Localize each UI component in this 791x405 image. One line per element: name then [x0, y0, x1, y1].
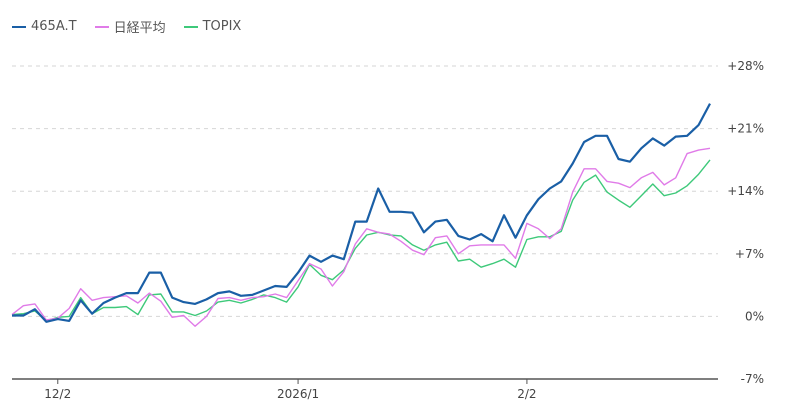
y-tick-label: 0% [745, 309, 764, 323]
x-axis: 12/2 2026/1 2/2 [44, 379, 537, 401]
legend-label-topix: TOPIX [202, 19, 242, 34]
grid-lines [12, 65, 718, 380]
y-axis: +28% +21% +14% +7% 0% -7% [727, 59, 764, 386]
x-tick-label: 2/2 [517, 387, 536, 401]
legend-item-topix[interactable]: TOPIX [183, 17, 242, 36]
legend-item-465a[interactable]: 465A.T [12, 17, 77, 36]
series-line-nikkei [11, 147, 711, 327]
series-line-465a [12, 103, 711, 323]
y-tick-label: +14% [727, 184, 764, 198]
y-tick-label: +7% [735, 247, 764, 261]
y-tick-label: +21% [727, 122, 764, 136]
y-tick-label: -7% [741, 372, 764, 386]
legend-swatch-nikkei [94, 25, 109, 28]
legend-label-nikkei: 日経平均 [113, 21, 166, 36]
series-line-topix [11, 159, 711, 322]
legend-item-nikkei[interactable]: 日経平均 [94, 17, 166, 36]
chart-legend: 465A.T 日経平均 TOPIX [12, 17, 241, 36]
series-lines [11, 103, 711, 327]
x-tick-label: 2026/1 [277, 387, 319, 401]
y-tick-label: +28% [727, 59, 764, 73]
legend-label-465a: 465A.T [31, 19, 77, 34]
legend-swatch-topix [183, 25, 198, 28]
legend-swatch-465a [12, 25, 26, 28]
x-tick-label: 12/2 [44, 387, 71, 401]
